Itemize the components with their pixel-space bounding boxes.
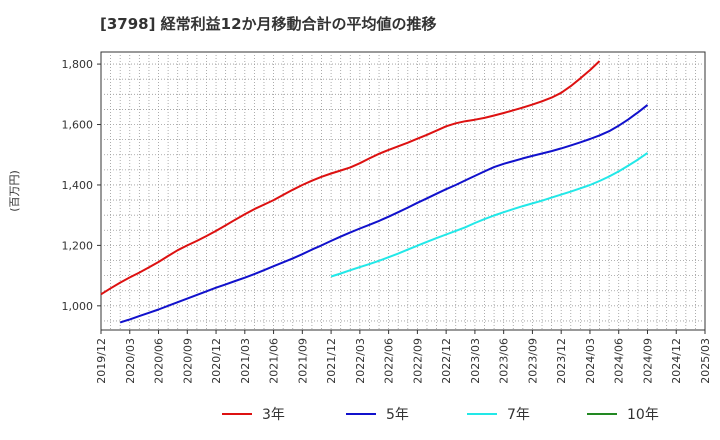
series-lines bbox=[100, 60, 649, 324]
y-axis: 1,000 1,200 1,400 1,600 1,800 bbox=[62, 58, 101, 313]
x-tick-label: 2023/09 bbox=[526, 338, 539, 384]
series-line-7年 bbox=[330, 152, 649, 278]
y-axis-label: (百万円) bbox=[8, 170, 21, 212]
chart-title: [3798] 経常利益12か月移動合計の平均値の推移 bbox=[100, 15, 437, 33]
x-tick-label: 2022/06 bbox=[383, 338, 396, 384]
legend: 3年 5年 7年 10年 bbox=[222, 407, 659, 423]
x-tick-label: 2021/06 bbox=[268, 338, 281, 384]
x-tick-label: 2019/12 bbox=[95, 338, 108, 384]
x-tick-label: 2020/12 bbox=[210, 338, 223, 384]
y-tick-label: 1,000 bbox=[62, 300, 94, 313]
x-tick-label: 2022/09 bbox=[411, 338, 424, 384]
x-tick-label: 2020/03 bbox=[124, 338, 137, 384]
series-line-3年 bbox=[100, 60, 601, 296]
x-axis: 2019/12 2020/03 2020/06 2020/09 2020/12 2021/… bbox=[95, 330, 712, 384]
x-tick-label: 2021/03 bbox=[239, 338, 252, 384]
x-tick-label: 2024/12 bbox=[670, 338, 683, 384]
series-line-5年 bbox=[119, 104, 649, 324]
x-tick-label: 2021/09 bbox=[296, 338, 309, 384]
x-tick-label: 2023/03 bbox=[469, 338, 482, 384]
x-tick-label: 2024/03 bbox=[584, 338, 597, 384]
x-tick-label: 2022/03 bbox=[354, 338, 367, 384]
x-tick-label: 2021/12 bbox=[325, 338, 338, 384]
x-tick-label: 2020/09 bbox=[181, 338, 194, 384]
plot-area bbox=[100, 51, 706, 331]
x-tick-label: 2025/03 bbox=[699, 338, 712, 384]
plot-frame bbox=[100, 51, 706, 331]
x-tick-label: 2024/09 bbox=[641, 338, 654, 384]
x-tick-label: 2020/06 bbox=[153, 338, 166, 384]
y-tick-label: 1,400 bbox=[62, 179, 94, 192]
y-tick-label: 1,600 bbox=[62, 119, 94, 132]
legend-label: 10年 bbox=[627, 407, 659, 423]
grid-lines bbox=[101, 52, 705, 330]
x-tick-label: 2022/12 bbox=[440, 338, 453, 384]
legend-label: 3年 bbox=[262, 407, 285, 423]
y-tick-label: 1,800 bbox=[62, 58, 94, 71]
legend-label: 7年 bbox=[507, 407, 530, 423]
x-tick-label: 2023/12 bbox=[555, 338, 568, 384]
x-tick-label: 2023/06 bbox=[498, 338, 511, 384]
y-tick-label: 1,200 bbox=[62, 239, 94, 252]
legend-label: 5年 bbox=[386, 407, 409, 423]
x-tick-label: 2024/06 bbox=[613, 338, 626, 384]
